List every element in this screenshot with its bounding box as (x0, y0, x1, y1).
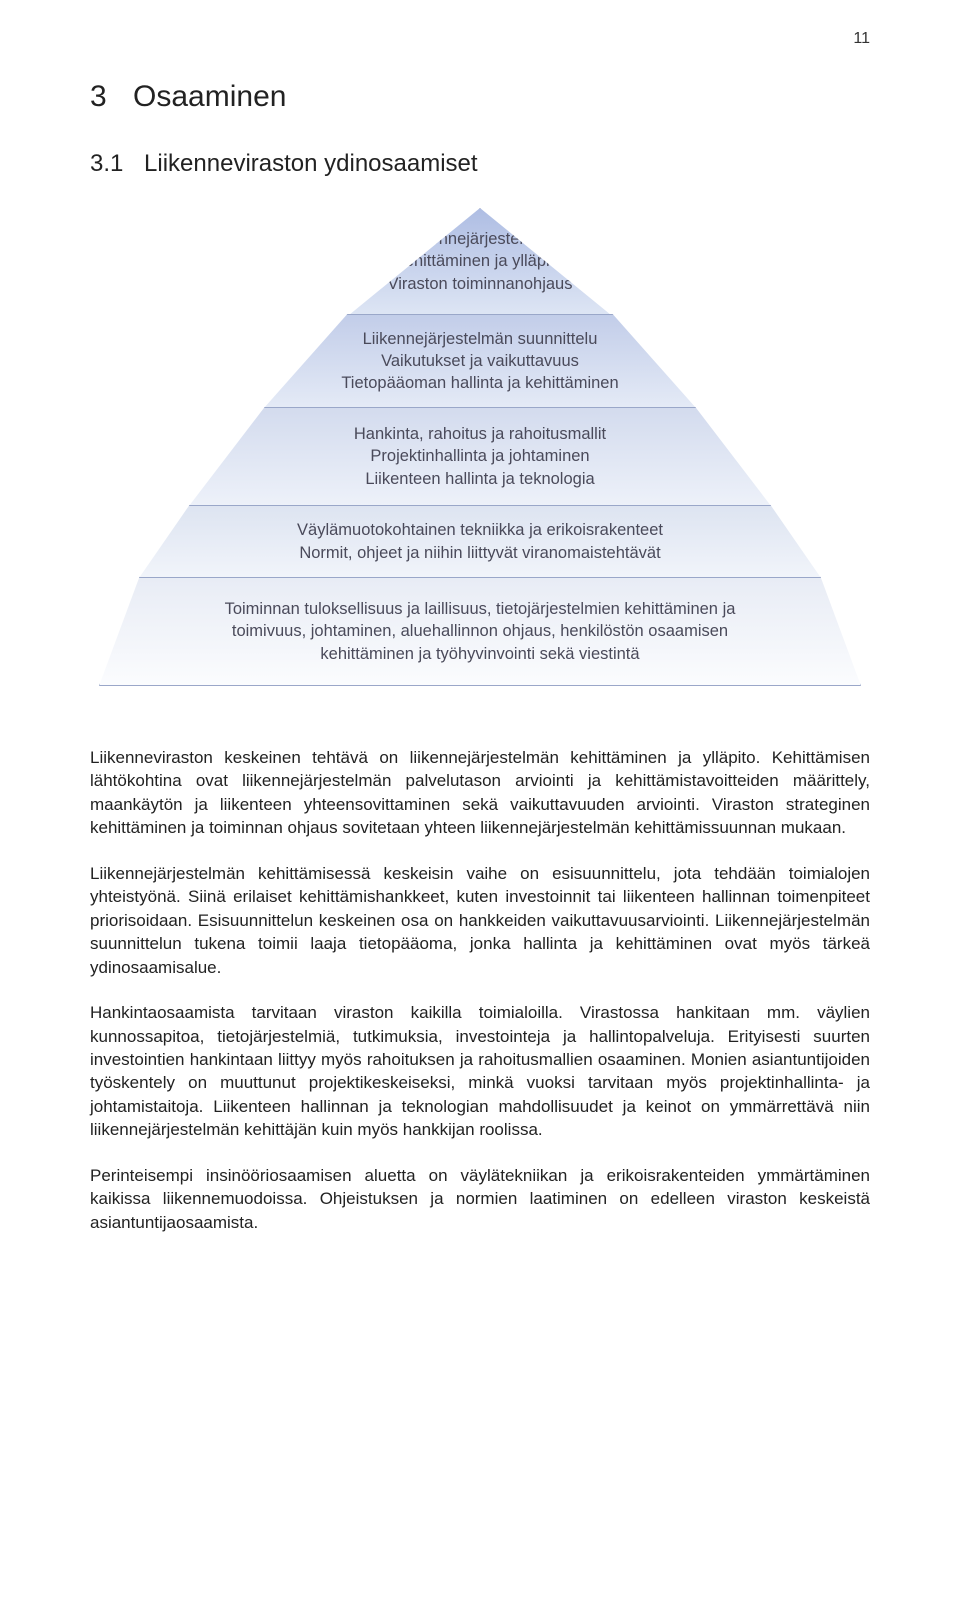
pyramid-layer-line: Hankinta, rahoitus ja rahoitusmallit (350, 423, 610, 445)
pyramid-layer-1: Liikennejärjestelmänkehittäminen ja yllä… (349, 208, 611, 315)
pyramid-layer-5: Toiminnan tuloksellisuus ja laillisuus, … (99, 577, 861, 686)
heading2-text: Liikenneviraston ydinosaamiset (144, 150, 478, 177)
pyramid-layer-4: Väylämuotokohtainen tekniikka ja erikois… (139, 505, 821, 578)
pyramid-layer-line: Normit, ohjeet ja niihin liittyvät viran… (295, 542, 664, 564)
document-page: 11 3 Osaaminen 3.1 Liikenneviraston ydin… (0, 0, 960, 1316)
pyramid-layer-line: toimivuus, johtaminen, aluehallinnon ohj… (228, 620, 732, 642)
pyramid-layer-line: Liikennejärjestelmän suunnittelu (359, 328, 602, 350)
pyramid-diagram: Liikennejärjestelmänkehittäminen ja yllä… (100, 208, 860, 698)
heading1-text: Osaaminen (133, 80, 286, 113)
pyramid-layer-line: Vaikutukset ja vaikuttavuus (377, 350, 583, 372)
heading-level-2: 3.1 Liikenneviraston ydinosaamiset (90, 150, 870, 178)
pyramid-layer-2: Liikennejärjestelmän suunnitteluVaikutuk… (264, 314, 696, 408)
body-text: Liikenneviraston keskeinen tehtävä on li… (90, 746, 870, 1234)
pyramid-layer-line: Projektinhallinta ja johtaminen (366, 445, 593, 467)
pyramid-diagram-container: Liikennejärjestelmänkehittäminen ja yllä… (90, 208, 870, 698)
pyramid-layer-line: Tietopääoman hallinta ja kehittäminen (337, 372, 622, 394)
pyramid-layer-3: Hankinta, rahoitus ja rahoitusmallitProj… (189, 407, 771, 506)
heading2-number: 3.1 (90, 150, 123, 177)
page-number: 11 (853, 30, 870, 48)
body-paragraph: Perinteisempi insinööriosaamisen aluetta… (90, 1164, 870, 1234)
pyramid-layer-line: Liikenteen hallinta ja teknologia (361, 468, 598, 490)
pyramid-layer-line: kehittäminen ja työhyvinvointi sekä vies… (316, 643, 643, 665)
pyramid-layer-line: Toiminnan tuloksellisuus ja laillisuus, … (221, 598, 740, 620)
pyramid-layer-line: Liikennejärjestelmän (401, 228, 559, 250)
heading1-number: 3 (90, 80, 107, 113)
pyramid-layer-line: kehittäminen ja ylläpito (393, 250, 568, 272)
pyramid-layer-line: Väylämuotokohtainen tekniikka ja erikois… (293, 519, 667, 541)
body-paragraph: Liikennejärjestelmän kehittämisessä kesk… (90, 862, 870, 979)
body-paragraph: Hankintaosaamista tarvitaan viraston kai… (90, 1001, 870, 1142)
pyramid-layer-line: Viraston toiminnanohjaus (384, 273, 577, 295)
heading-level-1: 3 Osaaminen (90, 80, 870, 114)
body-paragraph: Liikenneviraston keskeinen tehtävä on li… (90, 746, 870, 840)
